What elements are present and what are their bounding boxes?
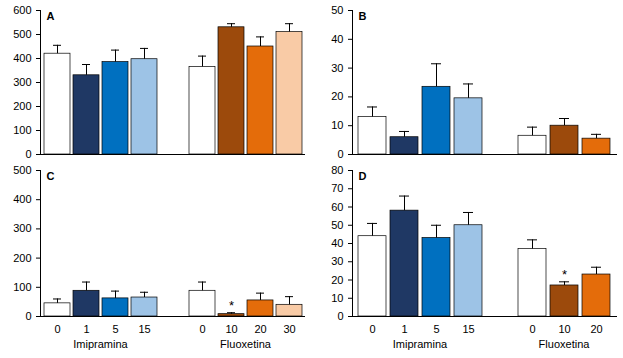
svg-text:15: 15 [462,323,474,335]
svg-text:40: 40 [331,33,343,45]
svg-text:600: 600 [13,4,31,16]
html-text:Imipramina: Imipramina [73,338,128,350]
svg-text:30: 30 [283,323,295,335]
svg-text:C: C [47,170,55,182]
svg-text:0: 0 [337,310,343,322]
svg-text:60: 60 [331,201,343,213]
svg-text:40: 40 [331,237,343,249]
svg-text:A: A [47,10,55,22]
svg-text:10: 10 [558,323,570,335]
svg-text:200: 200 [13,252,31,264]
svg-text:0: 0 [369,323,375,335]
svg-text:100: 100 [13,124,31,136]
svg-text:D: D [359,170,367,182]
svg-text:*: * [229,298,234,313]
svg-text:0: 0 [337,148,343,158]
svg-text:300: 300 [13,222,31,234]
svg-text:200: 200 [13,100,31,112]
svg-text:0: 0 [25,310,31,322]
html-text:Fluoxetina: Fluoxetina [538,338,590,350]
svg-text:B: B [359,10,367,22]
svg-text:70: 70 [331,182,343,194]
svg-text:30: 30 [331,62,343,74]
svg-text:10: 10 [331,292,343,304]
svg-text:10: 10 [225,323,237,335]
svg-text:20: 20 [254,323,266,335]
svg-text:1: 1 [83,323,89,335]
svg-text:500: 500 [13,28,31,40]
svg-text:20: 20 [590,323,602,335]
html-text:Imipramina: Imipramina [392,338,448,350]
svg-text:50: 50 [331,4,343,16]
svg-text:0: 0 [25,148,31,158]
svg-text:400: 400 [13,52,31,64]
svg-text:400: 400 [13,193,31,205]
svg-text:0: 0 [529,323,535,335]
html-text:Fluoxetina: Fluoxetina [220,338,271,350]
svg-text:20: 20 [331,274,343,286]
svg-text:10: 10 [331,119,343,131]
svg-text:80: 80 [331,164,343,176]
svg-text:15: 15 [138,323,150,335]
svg-text:100: 100 [13,281,31,293]
svg-text:500: 500 [13,164,31,176]
svg-text:0: 0 [54,323,60,335]
svg-text:5: 5 [112,323,118,335]
svg-text:5: 5 [433,323,439,335]
svg-text:30: 30 [331,255,343,267]
svg-text:0: 0 [199,323,205,335]
svg-text:20: 20 [331,90,343,102]
svg-text:50: 50 [331,219,343,231]
svg-text:300: 300 [13,76,31,88]
svg-text:1: 1 [401,323,407,335]
svg-text:*: * [562,267,567,282]
